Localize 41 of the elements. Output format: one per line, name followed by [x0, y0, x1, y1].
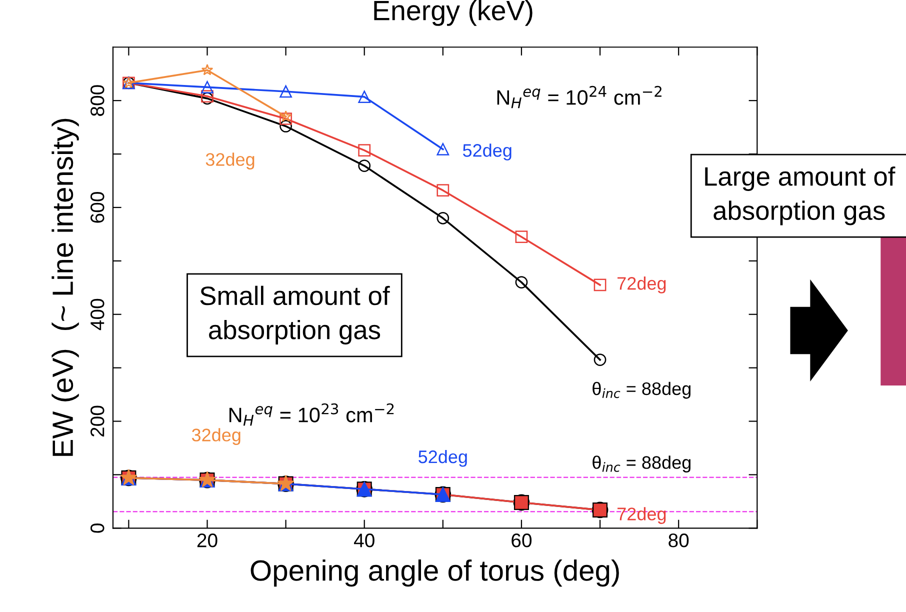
series-label: 72deg	[618, 507, 666, 524]
point	[436, 212, 450, 224]
point	[358, 90, 371, 104]
series-label: 72deg	[618, 276, 666, 294]
y-tick-label: 200	[90, 406, 104, 436]
text: 32deg	[206, 152, 254, 170]
y-tick-label: 600	[90, 192, 104, 223]
x-axis-title: Opening angle of torus (deg)	[250, 559, 619, 587]
series-label: θ$_{inc}$ = 88deg	[592, 382, 690, 399]
series-label: 32deg	[192, 428, 240, 445]
point	[201, 90, 214, 102]
series-label: 52deg	[462, 144, 512, 160]
point	[436, 143, 450, 156]
annotation: Small amount of absorption gas	[200, 286, 390, 345]
point	[515, 230, 528, 244]
x-tick-label: 20	[197, 534, 218, 548]
point	[594, 354, 606, 366]
point	[201, 81, 214, 94]
point	[280, 110, 292, 122]
point	[515, 276, 528, 288]
series-label: θ$_{inc}$ = 88deg	[592, 456, 690, 472]
series-label: 52deg	[418, 450, 467, 467]
point	[594, 278, 606, 292]
y-tick-label: 800	[90, 85, 104, 116]
annotation: N$_{H}$$^{eq}$ = 10$^{24}$ cm$^{−2}$	[497, 86, 662, 108]
point	[280, 112, 292, 125]
annotation: Large amount of absorption gas	[705, 166, 896, 226]
x-tick-label: 40	[354, 534, 374, 548]
x-tick-label: 80	[668, 534, 689, 548]
annotation: N$_{H}$$^{eq}$ = 10$^{23}$ cm$^{−2}$	[229, 403, 394, 426]
text: Energy (keV)	[374, 0, 532, 26]
point	[358, 144, 371, 156]
y-axis-title: EW (eV) (~ Line intensity)	[52, 118, 79, 456]
y-tick-label: 400	[90, 298, 104, 330]
y-tick-label: 0	[90, 524, 104, 533]
point	[358, 160, 371, 172]
point	[280, 85, 292, 98]
point	[436, 184, 450, 197]
point	[280, 120, 292, 132]
point	[201, 64, 214, 76]
x-tick-label: 60	[512, 534, 532, 548]
